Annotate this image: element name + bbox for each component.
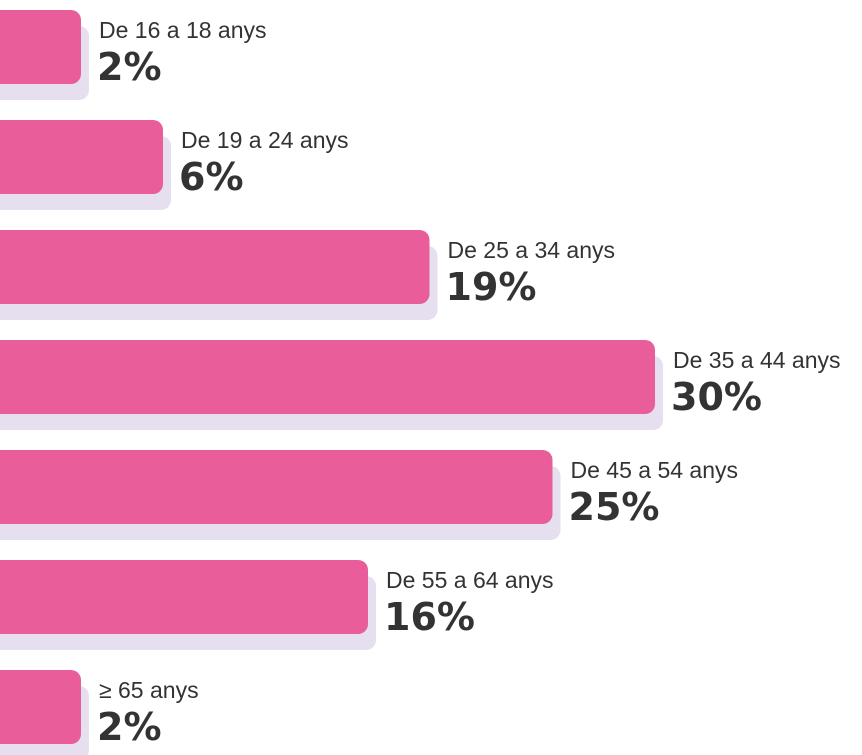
value-label: 25% — [569, 485, 660, 529]
category-label: De 55 a 64 anys — [386, 567, 554, 593]
bar — [0, 120, 163, 194]
value-label: 30% — [671, 375, 762, 419]
value-label: 2% — [97, 705, 162, 749]
value-label: 16% — [384, 595, 475, 639]
category-label: De 19 a 24 anys — [181, 127, 349, 153]
category-label: ≥ 65 anys — [99, 677, 199, 703]
bar — [0, 340, 655, 414]
value-label: 2% — [97, 45, 162, 89]
bar — [0, 670, 81, 744]
bar — [0, 10, 81, 84]
category-label: De 45 a 54 anys — [571, 457, 739, 483]
value-label: 6% — [179, 155, 244, 199]
bar — [0, 450, 553, 524]
bar — [0, 560, 368, 634]
category-label: De 25 a 34 anys — [448, 237, 616, 263]
category-label: De 35 a 44 anys — [673, 347, 841, 373]
value-label: 19% — [446, 265, 537, 309]
category-label: De 16 a 18 anys — [99, 17, 267, 43]
bar — [0, 230, 430, 304]
